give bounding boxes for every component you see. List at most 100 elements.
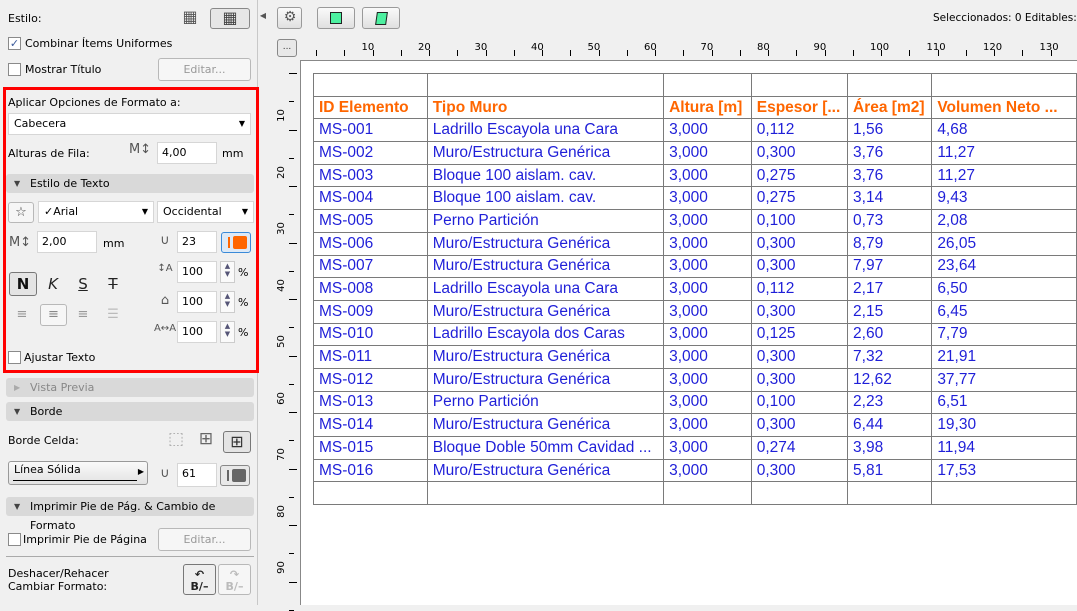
empty-cell[interactable] <box>426 73 665 97</box>
table-cell[interactable]: 11,27 <box>931 141 1077 165</box>
border-pen-input[interactable]: 61 <box>177 463 217 487</box>
table-cell[interactable]: Muro/Estructura Genérica <box>426 345 665 369</box>
borde-section[interactable]: ▼ Borde <box>6 402 254 421</box>
favorites-star-button[interactable]: ☆ <box>8 202 34 223</box>
empty-cell[interactable] <box>663 73 752 97</box>
table-row[interactable]: MS-009 Muro/Estructura Genérica 3,000 0,300… <box>313 299 1077 324</box>
undo-format-button[interactable]: ↶ B/– <box>183 564 216 595</box>
empty-cell[interactable] <box>663 481 752 506</box>
border-inner-icon[interactable]: ⊞ <box>198 429 214 449</box>
table-cell[interactable]: Bloque 100 aislam. cav. <box>426 163 665 188</box>
table-cell[interactable]: Bloque Doble 50mm Cavidad ... <box>426 436 665 460</box>
table-cell[interactable]: MS-012 <box>313 367 428 392</box>
table-cell[interactable]: 0,112 <box>750 118 849 143</box>
table-cell[interactable]: 2,15 <box>847 299 933 324</box>
table-cell[interactable]: 0,300 <box>750 299 849 324</box>
table-cell[interactable]: Muro/Estructura Genérica <box>426 299 665 324</box>
align-right-icon[interactable]: ≡ <box>77 307 89 322</box>
empty-cell[interactable] <box>931 73 1077 97</box>
table-cell[interactable]: 0,300 <box>750 345 849 369</box>
line-type-dropdown[interactable]: Línea Sólida ▶ <box>8 461 148 485</box>
imprimir-pie-checkbox[interactable] <box>8 533 21 546</box>
table-cell[interactable]: 3,000 <box>663 254 752 279</box>
alturas-input[interactable]: 4,00 <box>157 142 217 164</box>
table-cell[interactable]: 37,77 <box>931 367 1077 392</box>
column-header[interactable]: Área [m2] <box>847 95 933 120</box>
table-cell[interactable]: 3,000 <box>663 118 752 143</box>
table-cell[interactable]: 1,56 <box>847 118 933 143</box>
table-cell[interactable]: 0,275 <box>750 186 849 211</box>
table-cell[interactable]: 9,43 <box>931 186 1077 211</box>
table-cell[interactable]: 3,000 <box>663 345 752 369</box>
table-cell[interactable]: Ladrillo Escayola una Cara <box>426 277 665 301</box>
table-cell[interactable]: 11,27 <box>931 163 1077 188</box>
table-cell[interactable]: Perno Partición <box>426 209 665 233</box>
combinar-checkbox[interactable]: ✓ <box>8 37 21 50</box>
table-cell[interactable]: Muro/Estructura Genérica <box>426 413 665 437</box>
table-row[interactable]: MS-014 Muro/Estructura Genérica 3,000 0,300… <box>313 413 1077 437</box>
table-cell[interactable]: 0,300 <box>750 458 849 483</box>
table-cell[interactable]: 21,91 <box>931 345 1077 369</box>
table-row[interactable]: MS-011 Muro/Estructura Genérica 3,000 0,300… <box>313 345 1077 369</box>
table-cell[interactable]: MS-001 <box>313 118 428 143</box>
empty-cell[interactable] <box>750 481 849 506</box>
table-cell[interactable]: 3,14 <box>847 186 933 211</box>
column-header[interactable]: Volumen Neto ... <box>931 95 1077 120</box>
table-cell[interactable]: 2,23 <box>847 390 933 415</box>
underline-button[interactable]: S <box>78 275 88 293</box>
table-cell[interactable]: 11,94 <box>931 436 1077 460</box>
redo-format-button[interactable]: ↷ B/– <box>218 564 251 595</box>
table-cell[interactable]: 23,64 <box>931 254 1077 279</box>
settings-gear-button[interactable]: ⚙ <box>277 7 302 29</box>
imprimir-section[interactable]: ▼ Imprimir Pie de Pág. & Cambio de Format… <box>6 497 254 532</box>
table-cell[interactable]: 6,45 <box>931 299 1077 324</box>
table-cell[interactable]: 0,300 <box>750 231 849 256</box>
table-cell[interactable]: Muro/Estructura Genérica <box>426 141 665 165</box>
border-none-icon[interactable]: ⬚ <box>167 429 185 449</box>
table-cell[interactable]: 19,30 <box>931 413 1077 437</box>
table-cell[interactable]: MS-005 <box>313 209 428 233</box>
table-cell[interactable]: MS-007 <box>313 254 428 279</box>
script-dropdown[interactable]: Occidental ▼ <box>157 201 254 223</box>
table-cell[interactable]: Muro/Estructura Genérica <box>426 254 665 279</box>
table-cell[interactable]: MS-011 <box>313 345 428 369</box>
table-row[interactable]: MS-016 Muro/Estructura Genérica 3,000 0,300… <box>313 458 1077 483</box>
table-row[interactable]: MS-002 Muro/Estructura Genérica 3,000 0,300… <box>313 141 1077 165</box>
table-row[interactable]: MS-003 Bloque 100 aislam. cav. 3,000 0,275 3… <box>313 163 1077 188</box>
column-header[interactable]: ID Elemento <box>313 95 428 120</box>
table-cell[interactable]: Muro/Estructura Genérica <box>426 231 665 256</box>
column-header[interactable]: Tipo Muro <box>426 95 665 120</box>
column-header[interactable]: Espesor [... <box>750 95 849 120</box>
align-justify-icon[interactable]: ☰ <box>107 307 119 322</box>
table-cell[interactable]: Ladrillo Escayola una Cara <box>426 118 665 143</box>
table-cell[interactable]: 2,60 <box>847 322 933 347</box>
table-cell[interactable]: MS-002 <box>313 141 428 165</box>
char-width-input[interactable]: 100 <box>177 291 217 313</box>
table-cell[interactable]: MS-013 <box>313 390 428 415</box>
empty-cell[interactable] <box>313 481 428 506</box>
border-pen-color-button[interactable] <box>220 465 250 486</box>
table-cell[interactable]: MS-004 <box>313 186 428 211</box>
style-grid-header-icon[interactable]: ▦ <box>182 7 198 26</box>
text-size-input[interactable]: 2,00 <box>37 231 97 253</box>
table-cell[interactable]: 0,275 <box>750 163 849 188</box>
select-all-button[interactable] <box>362 7 400 29</box>
table-cell[interactable]: 0,274 <box>750 436 849 460</box>
font-dropdown[interactable]: ✓Arial ▼ <box>38 201 154 223</box>
table-cell[interactable]: 7,79 <box>931 322 1077 347</box>
empty-cell[interactable] <box>847 73 933 97</box>
table-cell[interactable]: MS-003 <box>313 163 428 188</box>
estilo-texto-section[interactable]: ▼ Estilo de Texto <box>6 174 254 193</box>
table-cell[interactable]: 0,300 <box>750 141 849 165</box>
table-cell[interactable]: 26,05 <box>931 231 1077 256</box>
table-cell[interactable]: Bloque 100 aislam. cav. <box>426 186 665 211</box>
table-cell[interactable]: 2,08 <box>931 209 1077 233</box>
mostrar-titulo-checkbox[interactable] <box>8 63 21 76</box>
table-cell[interactable]: 0,100 <box>750 390 849 415</box>
aplicar-dropdown[interactable]: Cabecera ▼ <box>8 113 251 135</box>
table-cell[interactable]: 3,000 <box>663 390 752 415</box>
pen-input[interactable]: 23 <box>177 231 217 253</box>
table-cell[interactable]: 3,000 <box>663 186 752 211</box>
table-cell[interactable]: 3,76 <box>847 141 933 165</box>
table-cell[interactable]: MS-010 <box>313 322 428 347</box>
